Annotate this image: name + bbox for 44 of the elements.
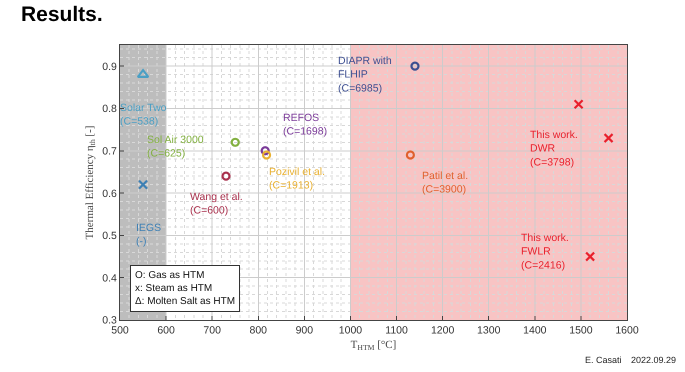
- text: Solar Two (C=538): [120, 102, 167, 128]
- x-tick-label: 600: [157, 324, 176, 337]
- series-label: REFOS (C=1698): [283, 112, 328, 138]
- series-label: Wang et al. (C=600): [190, 191, 243, 217]
- point: [603, 132, 614, 144]
- text: IEGS (-): [136, 222, 162, 248]
- x-tick-label: 1500: [569, 324, 593, 337]
- point: [138, 180, 148, 190]
- x-tick-label: 1600: [615, 324, 639, 337]
- y-tick-label: 0.5: [102, 230, 118, 242]
- x-tick-label: 1000: [338, 324, 362, 337]
- y-tick-label: 0.4: [102, 272, 118, 284]
- text: 2022.09.29: [631, 355, 676, 365]
- x-tick-label: 1200: [430, 324, 454, 337]
- y-tick-label: 0.9: [102, 60, 118, 73]
- y-tick-label: 0.7: [102, 145, 118, 158]
- x-tick-label: 500: [111, 324, 129, 337]
- x-tick-label: 1400: [523, 324, 547, 337]
- point: [230, 138, 240, 147]
- series-label: Pozivil et al. (C=1913): [269, 166, 326, 192]
- text: Sol Air 3000 (C=625): [147, 134, 204, 160]
- point: [406, 150, 415, 160]
- x-axis-title: T$_{HTM}$ [°C]: [350, 338, 396, 352]
- chart-title: Results.: [21, 3, 103, 26]
- annotation: O: Gas as HTM x: Steam as HTM Δ: Molten Salt as HTM: [135, 270, 236, 307]
- text: DIAPR with FLHIP (C=6985): [338, 55, 392, 94]
- point: [410, 62, 420, 71]
- y-tick-label: 0.6: [102, 188, 118, 200]
- point: [574, 99, 584, 110]
- text: This work. DWR (C=3798): [530, 129, 578, 168]
- series-label: Patil et al. (C=3900): [422, 170, 468, 196]
- x-tick-label: 800: [250, 324, 268, 337]
- x-tick-label: 1100: [385, 324, 408, 337]
- point: [585, 251, 596, 262]
- point: [260, 146, 270, 156]
- series-label: This work. FWLR (C=2416): [521, 232, 569, 272]
- point: [221, 172, 231, 181]
- point: [262, 150, 272, 160]
- text: E. Casati: [585, 355, 622, 365]
- x-tick-label: 1300: [477, 324, 501, 337]
- y-tick-label: 0.8: [102, 103, 118, 116]
- y-tick-label: 0.3: [102, 314, 118, 327]
- x-tick-label: 900: [296, 324, 314, 337]
- x-tick-label: 700: [203, 324, 222, 337]
